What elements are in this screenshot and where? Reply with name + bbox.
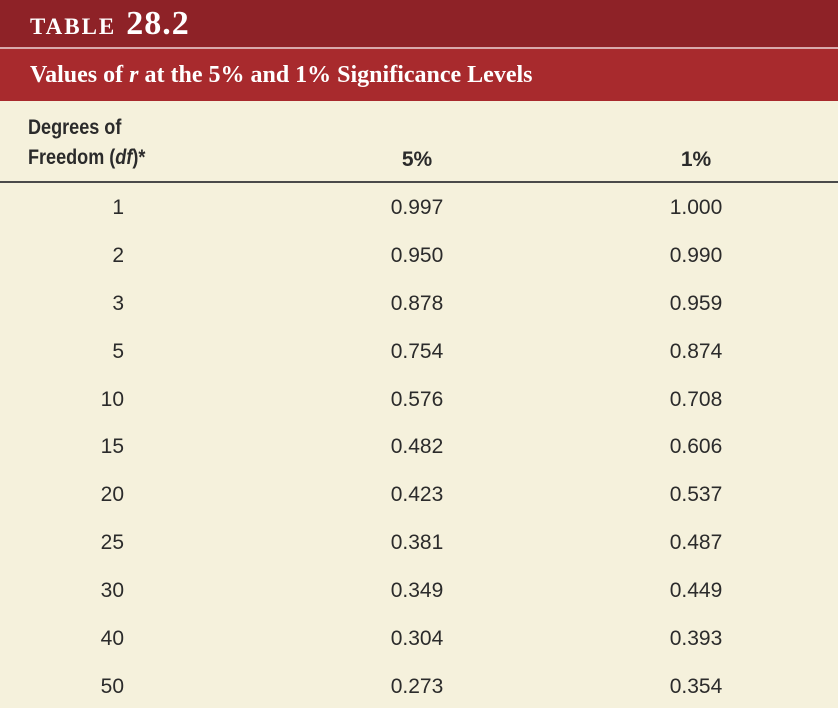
- cell-5-percent: 0.576: [390, 387, 444, 411]
- column-header-df-line2: Freedom (df)*: [28, 143, 145, 173]
- table-title: Values of r at the 5% and 1% Significanc…: [0, 49, 838, 101]
- cell-1-percent: 1.000: [669, 196, 723, 219]
- header-divider: [0, 47, 838, 49]
- table-label-number: 28.2: [126, 5, 190, 42]
- cell-1-percent: 0.449: [669, 579, 723, 603]
- cell-df: 5: [112, 339, 124, 363]
- title-variable: r: [129, 62, 139, 88]
- cell-df: 50: [100, 674, 124, 698]
- table-row: 2 0.950 0.990: [0, 232, 838, 280]
- table-row: 3 0.878 0.959: [0, 280, 838, 328]
- table-body: 1 0.997 1.000 2 0.950 0.990 3 0.878 0.959 5 0.754 0…: [0, 184, 838, 708]
- cell-df: 20: [100, 483, 124, 507]
- cell-1-percent: 0.606: [669, 435, 723, 459]
- cell-df: 3: [112, 291, 124, 315]
- cell-df: 30: [100, 579, 124, 603]
- table-row: 50 0.273 0.354: [0, 663, 838, 708]
- table-row: 20 0.423 0.537: [0, 471, 838, 519]
- cell-1-percent: 0.708: [669, 387, 723, 411]
- cell-1-percent: 0.874: [669, 339, 723, 363]
- cell-df: 1: [112, 196, 124, 219]
- cell-df: 40: [100, 627, 124, 651]
- cell-5-percent: 0.950: [390, 243, 444, 267]
- df-header-prefix: Freedom (: [28, 146, 116, 169]
- table-label-bar: TABLE 28.2: [0, 0, 838, 47]
- cell-df: 10: [100, 387, 124, 411]
- table-label-word: TABLE: [30, 14, 117, 39]
- table-row: 25 0.381 0.487: [0, 519, 838, 567]
- df-header-variable: df: [115, 146, 133, 169]
- table-row: 5 0.754 0.874: [0, 328, 838, 376]
- title-prefix: Values of: [30, 62, 130, 88]
- cell-5-percent: 0.754: [390, 339, 444, 363]
- cell-5-percent: 0.304: [390, 627, 444, 651]
- table-row: 30 0.349 0.449: [0, 567, 838, 615]
- column-header-1-percent: 1%: [680, 148, 712, 171]
- cell-5-percent: 0.482: [390, 435, 444, 459]
- df-header-suffix: )*: [132, 146, 146, 169]
- cell-1-percent: 0.537: [669, 483, 723, 507]
- cell-df: 2: [112, 243, 124, 267]
- title-suffix: at the 5% and 1% Significance Levels: [138, 62, 533, 88]
- cell-1-percent: 0.354: [669, 674, 723, 698]
- cell-1-percent: 0.990: [669, 243, 723, 267]
- cell-df: 15: [100, 435, 124, 459]
- cell-5-percent: 0.273: [390, 674, 444, 698]
- cell-5-percent: 0.878: [390, 291, 444, 315]
- cell-5-percent: 0.381: [390, 531, 444, 555]
- cell-1-percent: 0.487: [669, 531, 723, 555]
- cell-1-percent: 0.959: [669, 291, 723, 315]
- table-row: 1 0.997 1.000: [0, 184, 838, 232]
- column-header-5-percent: 5%: [401, 148, 433, 171]
- table-row: 40 0.304 0.393: [0, 615, 838, 663]
- table-row: 15 0.482 0.606: [0, 423, 838, 471]
- cell-df: 25: [100, 531, 124, 555]
- table-row: 10 0.576 0.708: [0, 376, 838, 424]
- column-header-df: Degrees of Freedom (df)*: [28, 113, 145, 173]
- cell-1-percent: 0.393: [669, 627, 723, 651]
- cell-5-percent: 0.997: [390, 196, 444, 219]
- header-rule: [0, 181, 838, 183]
- column-header-df-line1: Degrees of: [28, 116, 122, 139]
- cell-5-percent: 0.349: [390, 579, 444, 603]
- cell-5-percent: 0.423: [390, 483, 444, 507]
